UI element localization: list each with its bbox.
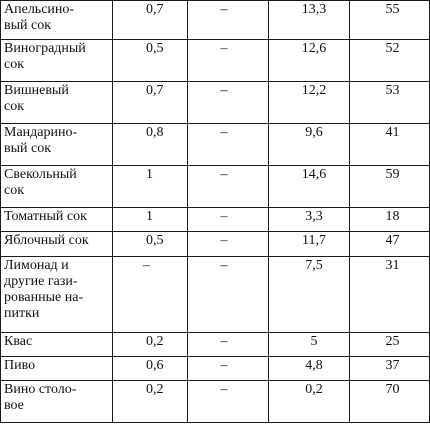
table-row: Лимонад и другие гази- рованные на- питк… (0, 256, 430, 333)
carbs-value: 14,6 (268, 165, 350, 208)
drink-name: Вино столо- вое (0, 380, 113, 423)
protein-value: 0,2 (112, 380, 188, 423)
carbs-value: 5 (268, 332, 350, 357)
drink-name: Вишневый сок (0, 81, 113, 124)
drink-name: Пиво (0, 356, 113, 381)
drink-name: Свекольный сок (0, 165, 113, 208)
carbs-value: 4,8 (268, 356, 350, 381)
kcal-value: 53 (349, 81, 430, 124)
kcal-value: 31 (349, 256, 430, 333)
kcal-value: 70 (349, 380, 430, 423)
protein-value: 0,8 (112, 123, 188, 166)
carbs-value: 13,3 (268, 0, 350, 40)
kcal-value: 59 (349, 165, 430, 208)
fat-value: – (187, 0, 269, 40)
fat-value: – (187, 81, 269, 124)
table-row: Квас 0,2 – 5 25 (0, 332, 430, 357)
kcal-value: 37 (349, 356, 430, 381)
fat-value: – (187, 332, 269, 357)
table-row: Вишневый сок 0,7 – 12,2 53 (0, 81, 430, 124)
fat-value: – (187, 165, 269, 208)
fat-value: – (187, 123, 269, 166)
carbs-value: 12,6 (268, 39, 350, 82)
protein-value: – (112, 256, 188, 333)
table-row: Мандарино- вый сок 0,8 – 9,6 41 (0, 123, 430, 166)
table-row: Виноградный сок 0,5 – 12,6 52 (0, 39, 430, 82)
carbs-value: 12,2 (268, 81, 350, 124)
fat-value: – (187, 231, 269, 257)
kcal-value: 55 (349, 0, 430, 40)
fat-value: – (187, 207, 269, 232)
carbs-value: 7,5 (268, 256, 350, 333)
kcal-value: 52 (349, 39, 430, 82)
drink-name: Квас (0, 332, 113, 357)
protein-value: 0,2 (112, 332, 188, 357)
fat-value: – (187, 356, 269, 381)
carbs-value: 3,3 (268, 207, 350, 232)
protein-value: 1 (112, 165, 188, 208)
drink-name: Лимонад и другие гази- рованные на- питк… (0, 256, 113, 333)
fat-value: – (187, 39, 269, 82)
table-row: Томатный сок 1 – 3,3 18 (0, 207, 430, 232)
table-row: Яблочный сок 0,5 – 11,7 47 (0, 231, 430, 257)
drink-name: Виноградный сок (0, 39, 113, 82)
kcal-value: 25 (349, 332, 430, 357)
kcal-value: 47 (349, 231, 430, 257)
table-row: Апельсино- вый сок 0,7 – 13,3 55 (0, 0, 430, 40)
carbs-value: 11,7 (268, 231, 350, 257)
kcal-value: 41 (349, 123, 430, 166)
protein-value: 0,7 (112, 0, 188, 40)
drink-name: Апельсино- вый сок (0, 0, 113, 40)
protein-value: 1 (112, 207, 188, 232)
drink-name: Томатный сок (0, 207, 113, 232)
drink-name: Мандарино- вый сок (0, 123, 113, 166)
table-row: Свекольный сок 1 – 14,6 59 (0, 165, 430, 208)
carbs-value: 9,6 (268, 123, 350, 166)
kcal-value: 18 (349, 207, 430, 232)
table-row: Пиво 0,6 – 4,8 37 (0, 356, 430, 381)
protein-value: 0,7 (112, 81, 188, 124)
protein-value: 0,5 (112, 39, 188, 82)
drink-name: Яблочный сок (0, 231, 113, 257)
table-row: Вино столо- вое 0,2 – 0,2 70 (0, 380, 430, 423)
fat-value: – (187, 256, 269, 333)
protein-value: 0,6 (112, 356, 188, 381)
protein-value: 0,5 (112, 231, 188, 257)
fat-value: – (187, 380, 269, 423)
carbs-value: 0,2 (268, 380, 350, 423)
